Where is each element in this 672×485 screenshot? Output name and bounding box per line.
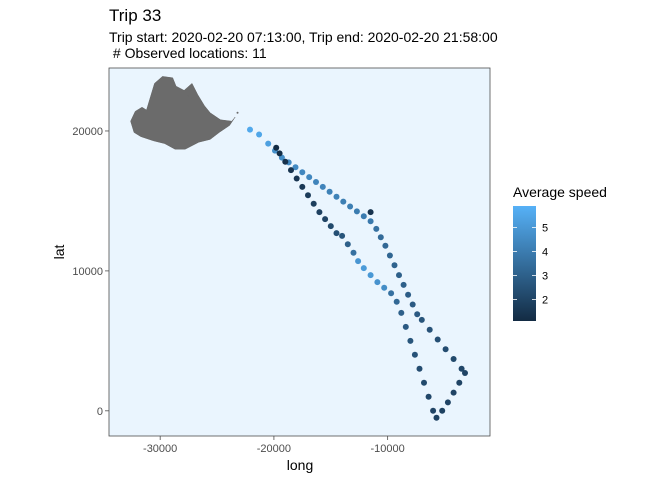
data-point <box>339 232 346 239</box>
chart-subtitle-line2: # Observed locations: 11 <box>109 45 267 61</box>
data-point <box>425 393 432 400</box>
data-point <box>326 188 333 195</box>
data-point <box>381 284 388 291</box>
data-point <box>411 351 418 358</box>
data-point <box>418 316 425 323</box>
y-tick-label: 10000 <box>72 266 103 278</box>
data-point <box>373 225 380 232</box>
legend-break-label: 4 <box>542 247 548 259</box>
data-point <box>355 258 362 265</box>
y-axis: 0 10000 20000 lat <box>51 126 109 418</box>
data-point <box>319 183 326 190</box>
data-point <box>396 272 402 279</box>
islet-1 <box>186 95 189 97</box>
chart-subtitle-line1: Trip start: 2020-02-20 07:13:00, Trip en… <box>109 29 498 45</box>
plot-panel <box>108 67 491 437</box>
data-point <box>367 272 374 279</box>
data-point <box>462 370 468 376</box>
data-point <box>393 298 400 305</box>
y-axis-title: lat <box>51 245 67 260</box>
data-point <box>374 279 381 286</box>
x-axis: -30000 -20000 -10000 long <box>143 436 405 473</box>
data-point <box>333 230 340 237</box>
data-point <box>292 164 299 171</box>
data-point <box>377 234 384 241</box>
data-point <box>360 265 367 272</box>
legend-title: Average speed <box>513 184 607 200</box>
trip-points <box>247 126 468 421</box>
data-point <box>305 192 311 199</box>
land-mass <box>130 76 236 150</box>
data-point <box>456 379 463 386</box>
x-tick-label: -20000 <box>257 443 291 455</box>
data-point <box>439 407 446 414</box>
data-point <box>444 399 451 406</box>
legend-break-label: 5 <box>542 223 548 235</box>
data-point <box>402 323 409 330</box>
data-point <box>386 252 393 259</box>
data-point <box>340 198 347 205</box>
data-point <box>450 356 457 362</box>
data-point <box>327 223 334 230</box>
data-point <box>458 365 465 372</box>
islet-2 <box>191 97 193 100</box>
data-point <box>299 183 306 190</box>
legend-colorbar <box>513 206 536 321</box>
legend-break-label: 2 <box>542 294 548 306</box>
data-point <box>409 301 416 308</box>
data-point <box>293 175 300 182</box>
data-point <box>398 309 405 316</box>
data-point <box>306 174 313 181</box>
data-point <box>367 209 374 216</box>
chart-title: Trip 33 <box>109 6 161 25</box>
x-tick-label: -10000 <box>371 443 405 455</box>
data-point <box>450 389 457 396</box>
legend: Average speed 2 3 4 5 <box>513 184 607 321</box>
data-point <box>426 326 433 333</box>
data-point <box>405 291 412 298</box>
data-point <box>434 336 441 343</box>
data-point <box>421 379 427 386</box>
data-point <box>313 179 319 185</box>
data-point <box>273 144 280 151</box>
data-point <box>360 213 367 220</box>
y-tick-label: 0 <box>97 406 103 418</box>
data-point <box>316 209 323 216</box>
data-point <box>433 414 440 421</box>
data-point <box>333 193 340 200</box>
islet-3 <box>236 111 239 114</box>
data-point <box>299 169 306 176</box>
data-point <box>344 241 351 248</box>
data-point <box>400 281 407 288</box>
data-point <box>414 311 421 318</box>
data-point <box>442 346 449 353</box>
data-point <box>322 216 329 223</box>
data-point <box>288 167 294 174</box>
data-point <box>388 290 395 297</box>
data-point <box>416 365 423 372</box>
data-point <box>265 140 272 147</box>
data-point <box>382 242 389 249</box>
legend-break-label: 3 <box>542 270 548 282</box>
y-tick-label: 20000 <box>72 126 103 138</box>
data-point <box>350 249 357 256</box>
x-axis-title: long <box>287 457 313 473</box>
data-point <box>367 218 374 225</box>
data-point <box>407 337 414 344</box>
data-point <box>347 203 354 210</box>
data-point <box>276 150 283 157</box>
data-point <box>430 407 437 414</box>
data-point <box>256 131 263 138</box>
x-tick-label: -30000 <box>143 443 177 455</box>
data-point <box>391 262 398 269</box>
data-point <box>353 208 360 215</box>
data-point <box>282 158 289 165</box>
data-point <box>310 200 317 207</box>
data-point <box>247 126 253 133</box>
